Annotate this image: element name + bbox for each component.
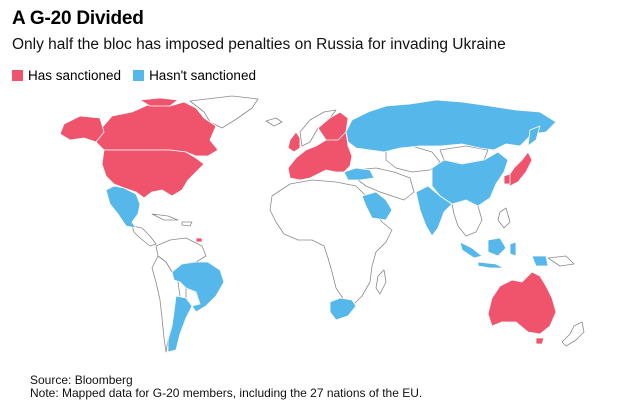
us-alaska bbox=[59, 115, 105, 143]
country-madagascar bbox=[375, 269, 387, 295]
country-iceland bbox=[265, 117, 283, 127]
country-mexico bbox=[105, 185, 141, 229]
indonesia-borneo bbox=[487, 237, 507, 257]
africa bbox=[269, 179, 393, 307]
us-puerto-rico bbox=[195, 237, 203, 243]
country-turkey bbox=[343, 167, 375, 181]
not-sanctioned-countries bbox=[105, 99, 557, 353]
country-australia bbox=[487, 271, 557, 335]
country-saudi-arabia bbox=[361, 191, 393, 221]
country-united-states bbox=[101, 149, 205, 199]
country-canada bbox=[95, 101, 219, 157]
country-argentina bbox=[167, 295, 193, 353]
canada-arctic-islands bbox=[139, 97, 179, 107]
legend-item-sanctioned: Has sanctioned bbox=[12, 68, 121, 83]
indonesia-java bbox=[477, 261, 505, 269]
australia-tasmania bbox=[535, 337, 545, 345]
legend-label-sanctioned: Has sanctioned bbox=[28, 68, 122, 83]
country-south-korea bbox=[503, 173, 511, 185]
country-philippines bbox=[497, 207, 511, 229]
country-greenland bbox=[189, 95, 259, 129]
legend-swatch-not-sanctioned bbox=[133, 70, 145, 81]
sanctioned-countries bbox=[59, 97, 557, 345]
country-brazil bbox=[171, 261, 225, 313]
indonesia-papua bbox=[531, 255, 549, 267]
country-united-kingdom bbox=[287, 131, 301, 153]
legend-label-not-sanctioned: Hasn't sanctioned bbox=[149, 68, 256, 83]
country-russia bbox=[345, 99, 557, 153]
legend: Has sanctioned Hasn't sanctioned bbox=[12, 68, 268, 83]
country-south-africa bbox=[329, 297, 357, 321]
footer: Source: Bloomberg Note: Mapped data for … bbox=[30, 374, 422, 400]
source-text: Source: Bloomberg bbox=[30, 373, 133, 387]
country-papua-new-guinea bbox=[547, 255, 575, 267]
central-america bbox=[131, 225, 157, 247]
chart-title: A G-20 Divided bbox=[12, 8, 144, 29]
country-cuba bbox=[151, 213, 179, 221]
world-map bbox=[59, 95, 585, 353]
country-new-zealand bbox=[561, 321, 585, 347]
country-indonesia bbox=[459, 241, 483, 259]
indonesia-sulawesi bbox=[509, 241, 517, 257]
central-asia bbox=[385, 145, 441, 173]
chart-subtitle: Only half the bloc has imposed penalties… bbox=[12, 36, 506, 53]
country-india bbox=[415, 185, 453, 237]
russia-kamchatka bbox=[527, 125, 541, 147]
country-hispaniola bbox=[181, 221, 193, 227]
legend-swatch-sanctioned bbox=[12, 70, 23, 81]
legend-item-not-sanctioned: Hasn't sanctioned bbox=[133, 68, 256, 83]
note-text: Note: Mapped data for G-20 members, incl… bbox=[30, 386, 423, 400]
eu-sweden-finland bbox=[317, 111, 349, 141]
